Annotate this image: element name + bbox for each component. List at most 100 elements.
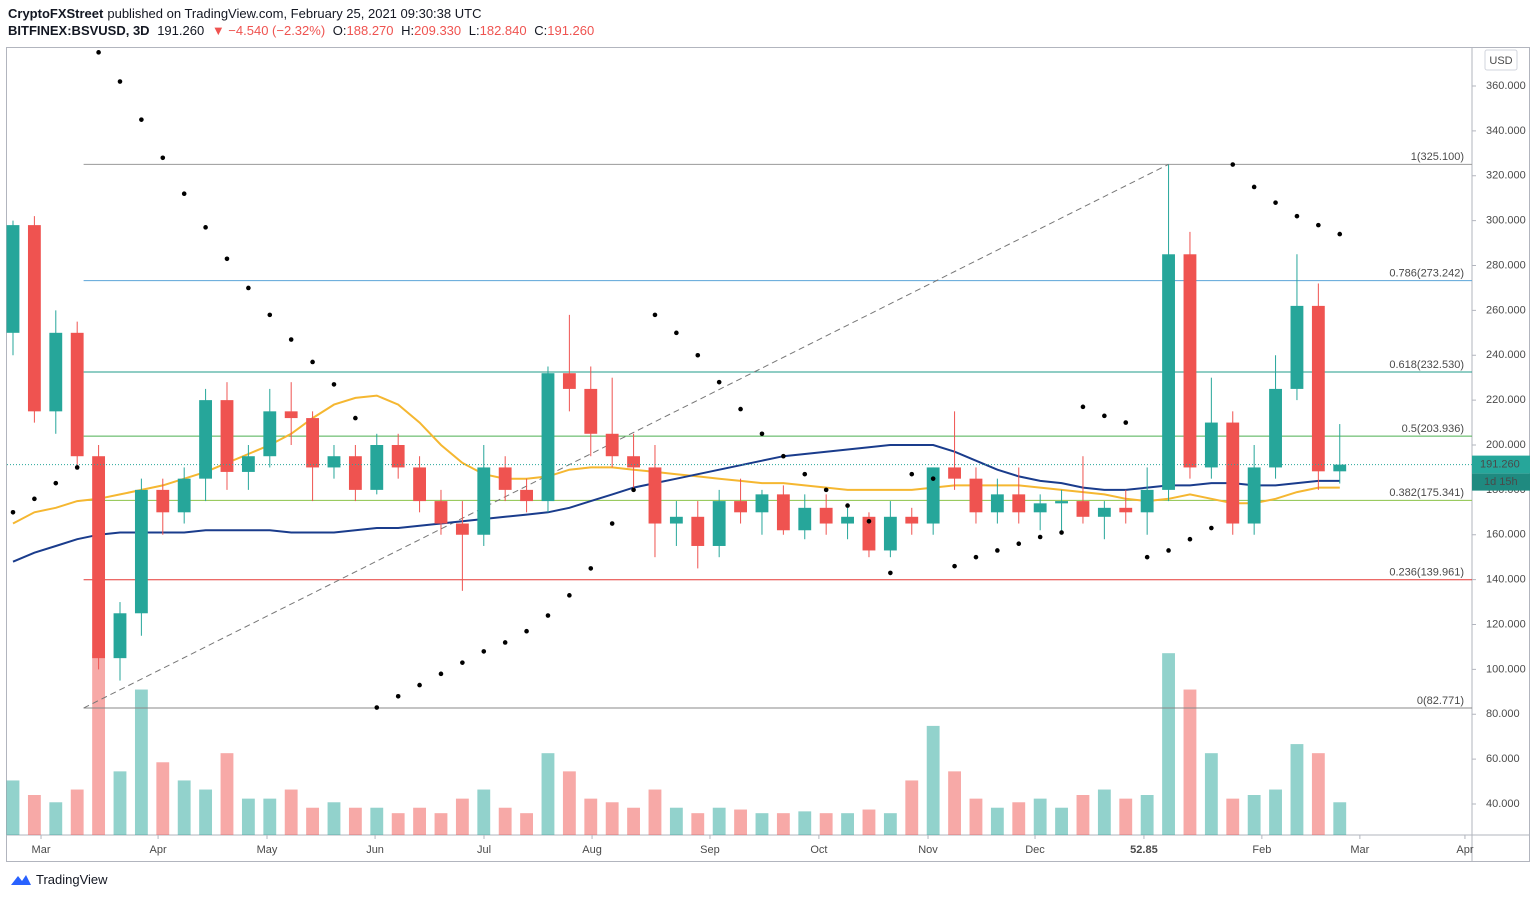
x-tick-label: Dec xyxy=(1025,844,1045,856)
ohlc-label: L: xyxy=(468,23,480,38)
candle-body xyxy=(926,467,940,524)
sar-dot xyxy=(32,496,37,502)
x-tick-label: Oct xyxy=(810,844,827,856)
sar-dot xyxy=(524,628,529,634)
volume-bar xyxy=(926,725,940,835)
candle-body xyxy=(284,411,298,419)
candle-body xyxy=(755,494,769,513)
sar-dot xyxy=(1016,541,1022,547)
volume-bar xyxy=(306,807,320,835)
sar-dot xyxy=(781,453,786,459)
volume-bar xyxy=(199,789,213,835)
x-tick-label: May xyxy=(257,844,278,856)
published: published on TradingView.com, February 2… xyxy=(107,6,482,21)
volume-bar xyxy=(969,798,983,835)
sar-dot xyxy=(267,312,273,318)
volume-bar xyxy=(177,780,191,835)
volume-bar xyxy=(862,809,876,835)
sar-dot xyxy=(1059,530,1064,535)
volume-bar xyxy=(498,807,512,835)
candle-body xyxy=(391,445,405,468)
ohlc-value: 188.270 xyxy=(346,23,394,38)
candle-body xyxy=(648,467,662,524)
candle-body xyxy=(541,373,555,502)
candle-body xyxy=(70,332,84,457)
candle-body xyxy=(348,456,362,490)
logo xyxy=(11,874,31,885)
y-tick-label: 240.000 xyxy=(1486,349,1526,361)
volume-bar xyxy=(134,689,148,835)
footer: TradingView xyxy=(10,872,108,887)
sar-dot xyxy=(74,465,80,470)
candle-body xyxy=(92,456,106,659)
sar-dot xyxy=(310,359,315,365)
volume-bar xyxy=(1119,798,1133,835)
candle-body xyxy=(1076,501,1090,517)
frame xyxy=(6,47,1530,862)
y-tick-label: 220.000 xyxy=(1486,394,1526,406)
volume-bar xyxy=(1140,795,1154,835)
candle-body xyxy=(605,433,619,457)
volume-bar xyxy=(1226,798,1240,835)
candle-body xyxy=(1247,467,1261,524)
candle-body xyxy=(841,516,854,524)
sar-dot xyxy=(353,415,358,421)
countdown-box xyxy=(1472,473,1530,491)
sar-dot xyxy=(203,225,208,230)
sar-dot xyxy=(96,50,101,55)
volume-bar xyxy=(798,811,812,835)
volume-bar xyxy=(348,807,362,835)
candle-body xyxy=(306,418,320,468)
y-tick-label: 200.000 xyxy=(1486,439,1526,451)
ohlc-value: 209.330 xyxy=(414,23,462,38)
candle-body xyxy=(199,400,213,479)
candle-body xyxy=(134,489,148,614)
sar-dot xyxy=(973,554,979,560)
candle-body xyxy=(1183,254,1197,468)
volume-bar xyxy=(948,771,961,835)
x-tick-label: Jun xyxy=(366,844,384,856)
price-label: 191.260 xyxy=(1480,459,1520,471)
x-tick-label: Nov xyxy=(918,844,938,856)
sar-dot xyxy=(545,613,551,618)
y-tick-label: 140.000 xyxy=(1486,574,1526,586)
sar-dot xyxy=(802,471,808,477)
sar-dot xyxy=(1144,554,1150,560)
sar-dot xyxy=(1166,548,1171,553)
candle-body xyxy=(1119,507,1133,513)
volume-bar xyxy=(841,813,854,835)
volume-bar xyxy=(1162,653,1175,835)
volume-bar xyxy=(819,813,833,835)
candle-body xyxy=(948,467,961,479)
volume-bar xyxy=(6,780,20,835)
sar-dot xyxy=(417,682,422,688)
change: ▼ −4.540 (−2.32%) xyxy=(211,23,326,38)
x-tick-label: Aug xyxy=(582,844,602,856)
sar-dot xyxy=(952,563,957,569)
volume-bar xyxy=(1012,802,1026,835)
symbol-line: BITFINEX:BSVUSD, 3D 191.260 ▼ −4.540 (−2… xyxy=(8,23,598,38)
candle-body xyxy=(734,501,747,513)
y-tick-label: 300.000 xyxy=(1486,215,1526,227)
x-tick-label: Mar xyxy=(1350,844,1369,856)
volume-bar xyxy=(1097,789,1111,835)
sar-dot xyxy=(246,285,251,291)
sar-dot xyxy=(1294,213,1300,219)
volume-bar xyxy=(113,771,127,835)
x-tick-label: Feb xyxy=(1252,844,1271,856)
volume-bar xyxy=(455,798,469,835)
volume-bar xyxy=(691,813,705,835)
volume-bar xyxy=(284,789,298,835)
candle-body xyxy=(798,507,812,531)
volume-bar xyxy=(220,753,234,835)
volume-bar xyxy=(734,809,747,835)
candle-body xyxy=(477,467,491,535)
trend-line xyxy=(83,163,1169,709)
volume-bar xyxy=(70,789,84,835)
x-tick-label: 52.85 xyxy=(1130,844,1158,856)
candle-body xyxy=(113,613,127,659)
sar-dot xyxy=(1123,420,1129,425)
y-tick-label: 40.000 xyxy=(1486,798,1520,810)
candle-body xyxy=(6,225,20,333)
